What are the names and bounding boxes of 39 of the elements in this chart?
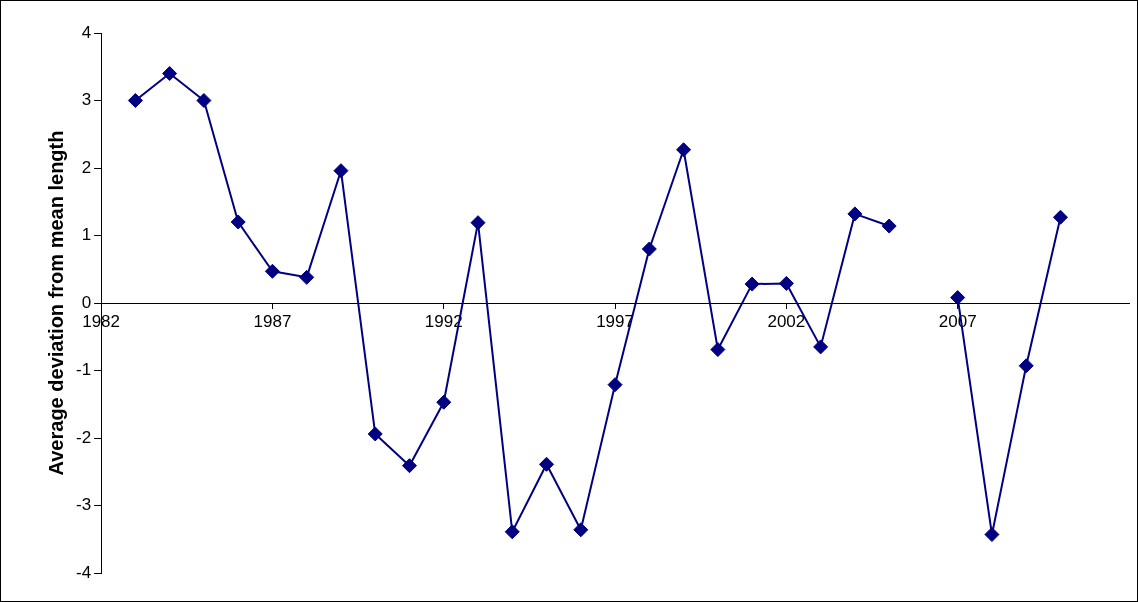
point [847,206,863,222]
point [401,458,417,474]
point [984,527,1000,543]
y-tick-label: -1 [75,360,92,380]
point [333,163,349,179]
point [1018,358,1034,374]
point [162,66,178,81]
x-tick-label: 1987 [253,311,292,331]
point [470,215,486,231]
point [881,218,897,234]
y-tick-label: -2 [75,427,92,447]
y-tick-label: -4 [75,562,92,582]
point [950,290,966,306]
point [436,394,452,410]
y-tick-label: 3 [81,90,92,110]
y-tick-label: 0 [81,292,92,312]
y-axis-title: Average deviation from mean length [44,130,67,476]
point [367,426,383,442]
point [813,339,829,355]
point [196,93,212,108]
point [573,522,589,538]
point [264,263,280,279]
point [127,93,143,108]
point [539,456,555,472]
y-tick-label: 1 [81,225,92,245]
point [504,524,520,540]
point [710,342,726,358]
point [778,275,794,291]
y-tick-label: -3 [75,495,92,515]
point [641,241,657,257]
point [607,377,623,393]
x-tick-label: 2002 [767,311,806,331]
y-tick-label: 4 [81,22,92,42]
point [744,276,760,292]
point [299,269,315,285]
point [230,214,246,230]
y-tick-label: 2 [81,157,92,177]
point [676,142,692,158]
point [1052,209,1068,225]
